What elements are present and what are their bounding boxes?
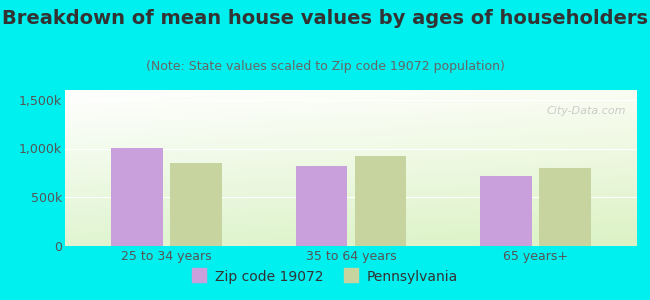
Bar bbox=[540, 168, 591, 246]
Bar bbox=[296, 166, 347, 246]
Legend: Zip code 19072, Pennsylvania: Zip code 19072, Pennsylvania bbox=[187, 265, 463, 290]
Text: Breakdown of mean house values by ages of householders: Breakdown of mean house values by ages o… bbox=[2, 9, 648, 28]
Text: City-Data.com: City-Data.com bbox=[546, 106, 625, 116]
Bar bbox=[111, 148, 162, 246]
Bar bbox=[480, 176, 532, 246]
Bar bbox=[170, 163, 222, 246]
Text: (Note: State values scaled to Zip code 19072 population): (Note: State values scaled to Zip code 1… bbox=[146, 60, 504, 73]
Bar bbox=[355, 156, 406, 246]
